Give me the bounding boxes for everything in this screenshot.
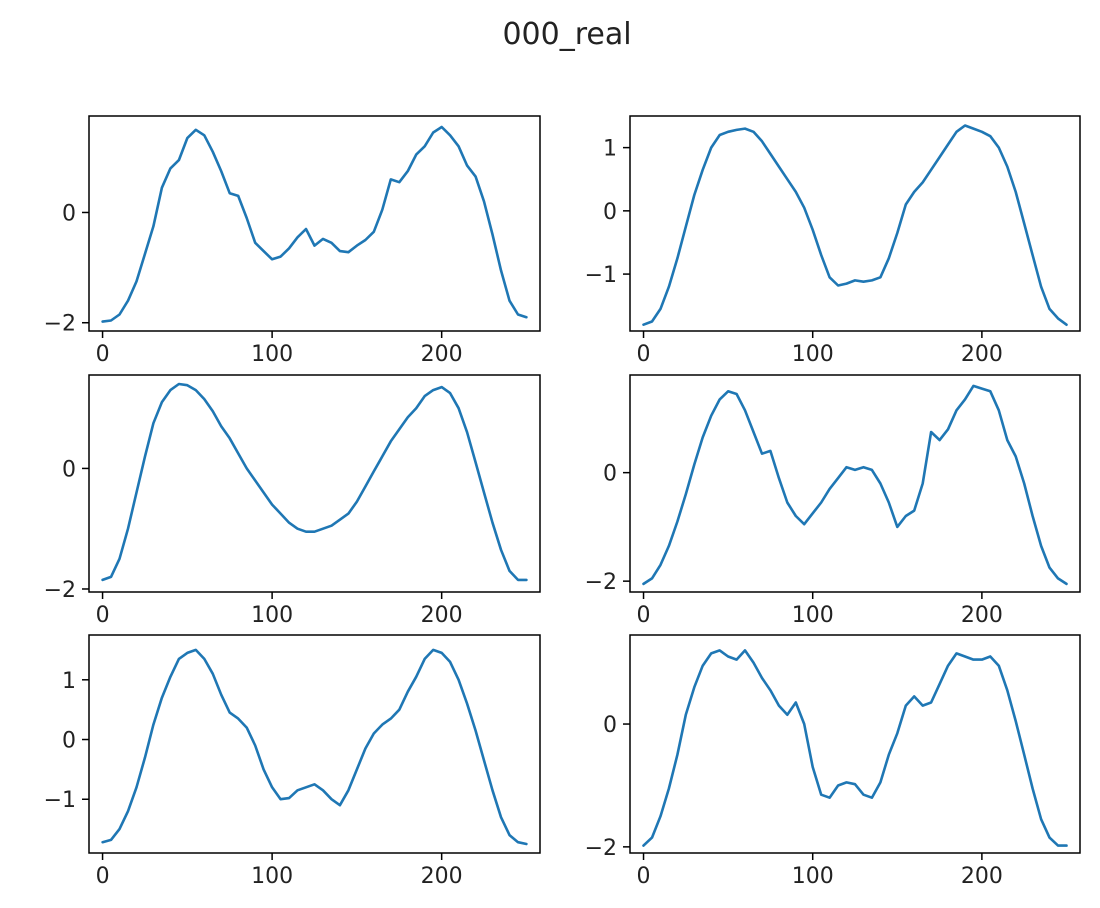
subplot-6: 0 100 200 −2 0 bbox=[585, 634, 1081, 889]
x-tick-label: 0 bbox=[637, 342, 651, 367]
subplot-3: 0 100 200 −2 0 bbox=[44, 374, 541, 628]
x-tick-label: 0 bbox=[96, 864, 110, 889]
y-tick-label: 0 bbox=[603, 200, 617, 225]
y-tick-label: −1 bbox=[585, 263, 617, 288]
y-tick-label: 0 bbox=[62, 201, 76, 226]
y-tick-label: 0 bbox=[62, 457, 76, 482]
x-tick-label: 0 bbox=[637, 864, 651, 889]
axes-frame bbox=[88, 634, 541, 854]
series-line bbox=[642, 124, 1068, 326]
y-tick-label: 0 bbox=[62, 729, 76, 754]
y-tick-label: −2 bbox=[44, 578, 76, 603]
x-tick-label: 200 bbox=[961, 342, 1003, 367]
x-tick-label: 0 bbox=[96, 603, 110, 628]
x-tick-label: 200 bbox=[421, 603, 463, 628]
x-tick-label: 100 bbox=[251, 342, 293, 367]
series-line bbox=[101, 125, 528, 323]
y-tick-label: −2 bbox=[585, 836, 617, 861]
x-tick-label: 100 bbox=[792, 603, 834, 628]
axes-frame bbox=[629, 115, 1081, 332]
y-tick-label: −2 bbox=[44, 312, 76, 337]
x-tick-label: 100 bbox=[792, 864, 834, 889]
series-line bbox=[642, 649, 1068, 847]
x-tick-label: 0 bbox=[637, 603, 651, 628]
subplot-1: 0 100 200 −2 0 bbox=[44, 115, 541, 367]
x-tick-label: 0 bbox=[96, 342, 110, 367]
axes-frame bbox=[629, 634, 1081, 854]
axes-frame bbox=[88, 374, 541, 593]
x-tick-label: 100 bbox=[251, 603, 293, 628]
x-tick-label: 200 bbox=[421, 342, 463, 367]
x-tick-label: 200 bbox=[961, 603, 1003, 628]
figure-title: 000_real bbox=[502, 17, 631, 52]
y-tick-label: 1 bbox=[62, 669, 76, 694]
subplot-5: 0 100 200 −1 0 1 bbox=[44, 634, 541, 889]
y-tick-label: 1 bbox=[603, 137, 617, 162]
subplot-2: 0 100 200 −1 0 1 bbox=[585, 115, 1081, 367]
subplot-4: 0 100 200 −2 0 bbox=[585, 374, 1081, 628]
x-tick-label: 200 bbox=[961, 864, 1003, 889]
axes-frame bbox=[88, 115, 541, 332]
x-tick-label: 100 bbox=[251, 864, 293, 889]
y-tick-label: −1 bbox=[44, 788, 76, 813]
x-tick-label: 200 bbox=[421, 864, 463, 889]
x-tick-label: 100 bbox=[792, 342, 834, 367]
y-tick-label: 0 bbox=[603, 462, 617, 487]
axes-frame bbox=[629, 374, 1081, 593]
series-line bbox=[101, 648, 528, 846]
y-tick-label: 0 bbox=[603, 713, 617, 738]
y-tick-label: −2 bbox=[585, 570, 617, 595]
series-line bbox=[101, 382, 528, 582]
series-line bbox=[642, 384, 1068, 586]
